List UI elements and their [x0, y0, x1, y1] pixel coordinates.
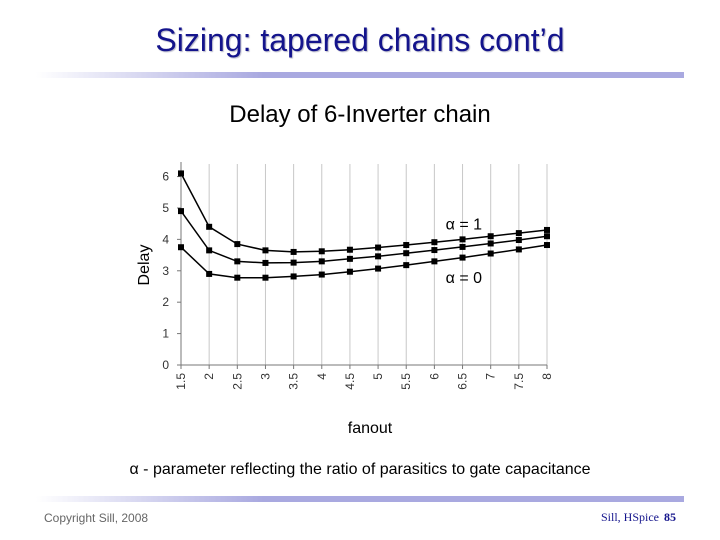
x-tick-label: 6.5	[456, 373, 470, 390]
series-annotation: α = 0	[446, 270, 482, 287]
data-point	[375, 265, 382, 272]
data-point	[459, 243, 466, 250]
x-tick-label: 7	[484, 373, 498, 380]
y-tick-label: 0	[162, 358, 169, 372]
y-tick-label: 5	[162, 201, 169, 215]
data-point	[178, 170, 184, 177]
data-point	[262, 247, 269, 254]
chart-labels: 1.5 2 2.5 3 3.5 4 4.5 5 5.5 6 6.5 7 7.5 8 0 1 2 3 4 5 6 Delay…	[136, 170, 554, 437]
data-point	[515, 230, 522, 237]
data-point	[375, 253, 382, 260]
data-point	[178, 208, 184, 215]
data-point	[290, 273, 297, 280]
series-line	[180, 173, 548, 253]
x-tick-label: 3.5	[287, 373, 301, 390]
data-point	[515, 246, 522, 253]
data-point	[318, 248, 325, 255]
data-point	[290, 248, 297, 255]
data-point	[459, 236, 466, 243]
data-point	[544, 226, 550, 233]
data-point	[403, 242, 410, 249]
data-point	[206, 270, 213, 277]
x-tick-label: 3	[258, 373, 272, 380]
data-point	[262, 259, 269, 266]
x-tick-label: 6	[427, 373, 441, 380]
data-point	[459, 254, 466, 261]
x-tick-label: 2	[202, 373, 216, 380]
data-point	[346, 268, 353, 275]
x-tick-label: 7.5	[512, 373, 526, 390]
data-point	[403, 262, 410, 269]
data-point	[262, 274, 269, 281]
slide-title: Sizing: tapered chains cont’d	[155, 22, 565, 58]
y-axis-label: Delay	[136, 245, 153, 286]
data-point	[318, 271, 325, 278]
x-tick-label: 2.5	[230, 373, 244, 390]
data-point	[290, 259, 297, 266]
data-point	[234, 274, 241, 281]
y-tick-label: 1	[162, 327, 169, 341]
data-point	[431, 258, 438, 265]
chart-series	[178, 170, 550, 281]
data-point	[515, 237, 522, 244]
x-tick-label: 5	[371, 373, 385, 380]
data-point	[403, 250, 410, 257]
data-point	[375, 244, 382, 251]
data-point	[206, 223, 213, 230]
data-point	[206, 247, 213, 254]
alpha-caption: α - parameter reflecting the ratio of pa…	[129, 461, 591, 478]
series-annotation: α = 1	[446, 217, 482, 234]
y-tick-label: 6	[162, 170, 169, 184]
chart-title: Delay of 6-Inverter chain	[229, 101, 491, 128]
data-point	[346, 246, 353, 253]
footer-divider	[36, 496, 684, 502]
footer-copyright: Copyright Sill, 2008	[44, 511, 149, 525]
y-tick-label: 2	[162, 295, 169, 309]
footer-source: Sill, HSpice 85	[601, 510, 676, 525]
title-divider	[36, 72, 684, 78]
chart-axes	[177, 162, 548, 369]
data-point	[431, 247, 438, 254]
data-point	[487, 250, 494, 257]
x-tick-label: 4.5	[343, 373, 357, 390]
data-point	[346, 255, 353, 262]
x-axis-label: fanout	[348, 420, 393, 437]
data-point	[544, 242, 550, 249]
y-tick-label: 3	[162, 264, 169, 278]
chart-grid	[180, 164, 548, 365]
footer-source-label: Sill, HSpice	[600, 510, 659, 524]
data-point	[487, 240, 494, 247]
data-point	[431, 239, 438, 246]
series-line	[180, 210, 548, 264]
data-point	[234, 258, 241, 265]
page-number: 85	[664, 510, 676, 524]
x-tick-label: 1.5	[174, 373, 188, 390]
x-tick-label: 5.5	[399, 373, 413, 390]
x-tick-label: 4	[315, 373, 329, 380]
data-point	[544, 233, 550, 240]
data-point	[178, 244, 184, 251]
series-line	[180, 244, 548, 279]
data-point	[487, 233, 494, 240]
x-tick-label: 8	[540, 373, 554, 380]
y-tick-label: 4	[162, 232, 169, 246]
data-point	[234, 241, 241, 248]
data-point	[318, 258, 325, 265]
